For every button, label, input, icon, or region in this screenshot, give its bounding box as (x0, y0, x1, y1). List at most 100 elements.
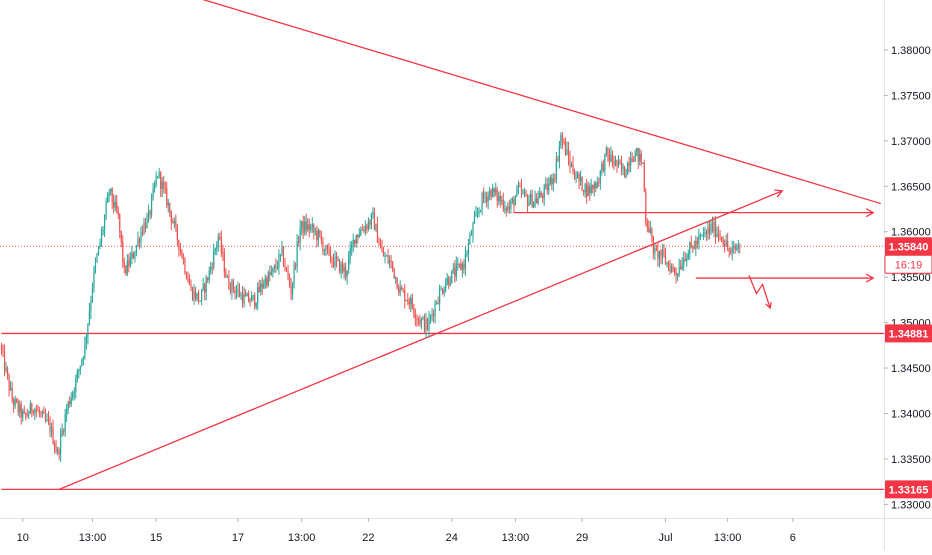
candle-body (90, 300, 92, 312)
candle (464, 246, 466, 276)
time-tick-label: 15 (150, 532, 162, 544)
candle-body (564, 141, 567, 155)
candle-body (692, 245, 694, 248)
candle (150, 193, 153, 219)
candle-body (131, 252, 133, 258)
candle (154, 180, 156, 193)
candle (461, 261, 463, 278)
breakdown-projection[interactable] (748, 275, 771, 309)
candle (366, 223, 368, 234)
candle-body (470, 234, 473, 236)
candle-body (395, 277, 397, 279)
candle (687, 249, 689, 261)
candle (188, 274, 191, 286)
candle-body (431, 314, 433, 316)
candle (437, 296, 439, 305)
candle (548, 177, 550, 196)
candle-body (414, 314, 416, 319)
candle-body (580, 176, 582, 182)
range-bottom-arrowhead (865, 273, 875, 283)
candle-body (460, 263, 462, 270)
candle-body (28, 413, 30, 416)
candle (683, 251, 685, 272)
price-tick-label: 1.33500 (891, 454, 931, 466)
candle-body (440, 289, 442, 291)
candle (705, 229, 708, 242)
candle (410, 294, 412, 313)
candle (598, 177, 600, 187)
candle (492, 183, 494, 198)
countdown-badge (884, 254, 932, 274)
candle (511, 196, 513, 205)
candle (602, 159, 604, 173)
candle (190, 279, 192, 292)
candle (163, 175, 165, 194)
candle (432, 309, 435, 323)
candle (476, 207, 479, 219)
candle (523, 188, 526, 198)
candle-body (410, 297, 412, 305)
candle (560, 132, 562, 149)
candle (26, 409, 28, 418)
candle-body (340, 263, 342, 273)
candle (107, 192, 109, 204)
candle-body (269, 272, 271, 275)
candle-body (122, 241, 124, 263)
candle-body (87, 323, 89, 338)
candle-body (592, 184, 594, 189)
candle (307, 218, 309, 232)
candle-body (55, 447, 57, 452)
descending-trendline[interactable] (183, 0, 881, 205)
candle-body (219, 236, 221, 238)
candle-body (367, 221, 369, 229)
candle-body (17, 402, 19, 412)
candle (426, 317, 429, 331)
candle-body (63, 430, 65, 432)
candle-body (96, 254, 98, 262)
candle-body (93, 267, 95, 289)
candle (482, 187, 485, 204)
candle-body (97, 245, 100, 255)
candle-body (199, 300, 201, 302)
candle (645, 188, 647, 227)
candle-body (719, 236, 721, 238)
candle (287, 264, 289, 281)
candle-body (519, 185, 521, 187)
candle (628, 156, 630, 173)
candle-body (419, 319, 421, 324)
candle-body (484, 197, 486, 199)
candle-body (458, 263, 460, 265)
candle (281, 240, 283, 257)
ascending-trendline[interactable] (58, 190, 783, 490)
candle-body (385, 255, 388, 257)
candle-body (623, 166, 626, 178)
candle-body (329, 249, 332, 261)
candle (408, 297, 410, 310)
candle (690, 235, 692, 249)
candle-body (291, 282, 294, 295)
candle (435, 300, 438, 305)
candle-body (23, 411, 25, 413)
candle-body (73, 391, 75, 393)
candle (580, 170, 582, 186)
candle-body (70, 397, 72, 405)
candle (82, 355, 84, 366)
candle (76, 368, 78, 383)
candle (388, 255, 391, 269)
candle-body (704, 232, 706, 234)
time-tick-label: 17 (232, 532, 244, 544)
candle (214, 247, 216, 256)
candle (55, 440, 57, 454)
candle (128, 253, 130, 273)
candle (627, 161, 629, 176)
candle-body (188, 281, 191, 285)
candle-body (14, 399, 16, 406)
candle-body (716, 233, 718, 238)
candle (210, 261, 212, 275)
candle (105, 197, 107, 221)
candle (43, 406, 45, 415)
candle-body (461, 264, 463, 270)
candle-body (100, 231, 103, 243)
